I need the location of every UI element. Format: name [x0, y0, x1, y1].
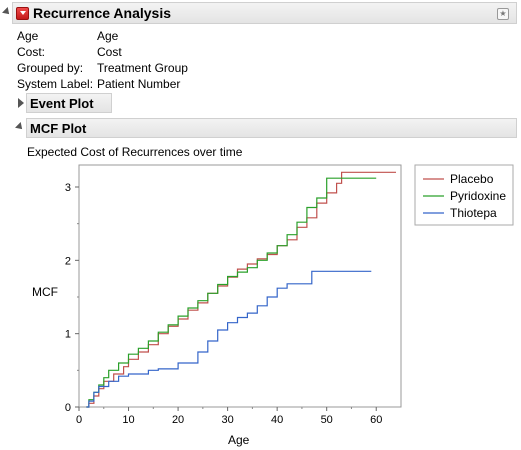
mcf-plot-header[interactable]: MCF Plot: [26, 118, 517, 138]
event-plot-header[interactable]: Event Plot: [26, 93, 112, 113]
legend-label-pyridoxine: Pyridoxine: [450, 189, 506, 203]
y-tick-label-3: 3: [65, 182, 71, 194]
info-label-age: Age: [17, 29, 39, 43]
info-label-cost: Cost:: [17, 45, 46, 59]
info-value-system: Patient Number: [97, 77, 181, 91]
legend: Placebo Pyridoxine Thiotepa: [414, 164, 514, 226]
mcf-plot-title: MCF Plot: [30, 120, 87, 136]
info-value-cost: Cost: [97, 45, 122, 59]
plot-frame: [78, 164, 402, 408]
x-tick-label-0: 0: [76, 414, 82, 426]
x-axis-label: Age: [228, 433, 250, 447]
legend-label-thiotepa: Thiotepa: [450, 206, 497, 220]
y-tick-label-1: 1: [65, 329, 71, 341]
y-axis-label: MCF: [32, 285, 58, 299]
info-label-grouped: Grouped by:: [17, 61, 84, 75]
mcf-plot-description: Expected Cost of Recurrences over time: [27, 145, 243, 159]
event-plot-disclosure-icon[interactable]: [18, 98, 24, 108]
series-line-thiotepa: [86, 270, 372, 408]
series-line-placebo: [86, 171, 396, 408]
y-tick-label-2: 2: [65, 255, 71, 267]
info-value-grouped: Treatment Group: [97, 61, 188, 75]
legend-box: [414, 164, 514, 226]
series-line-pyridoxine: [86, 177, 377, 408]
x-tick-label-10: 10: [122, 414, 134, 426]
y-tick-label-0: 0: [65, 402, 71, 414]
event-plot-title: Event Plot: [30, 95, 94, 111]
report-title: Recurrence Analysis: [33, 5, 171, 21]
legend-label-placebo: Placebo: [450, 172, 494, 186]
x-tick-label-50: 50: [321, 414, 333, 426]
x-tick-label-30: 30: [221, 414, 233, 426]
mcf-plot-disclosure-icon[interactable]: [15, 122, 25, 132]
red-triangle-menu-icon[interactable]: [16, 6, 29, 20]
x-tick-label-60: 60: [370, 414, 382, 426]
x-tick-label-40: 40: [271, 414, 283, 426]
info-label-system: System Label:: [17, 77, 94, 91]
report-header: Recurrence Analysis ★: [12, 2, 517, 24]
info-value-age: Age: [97, 29, 119, 43]
x-tick-label-20: 20: [172, 414, 184, 426]
maximize-icon[interactable]: ★: [497, 8, 509, 20]
report-disclosure-icon[interactable]: [2, 7, 12, 17]
mcf-chart: MCF Age 0 10 20 30 40 50 60 0 1 2 3 Placebo Pyrido…: [32, 164, 514, 447]
